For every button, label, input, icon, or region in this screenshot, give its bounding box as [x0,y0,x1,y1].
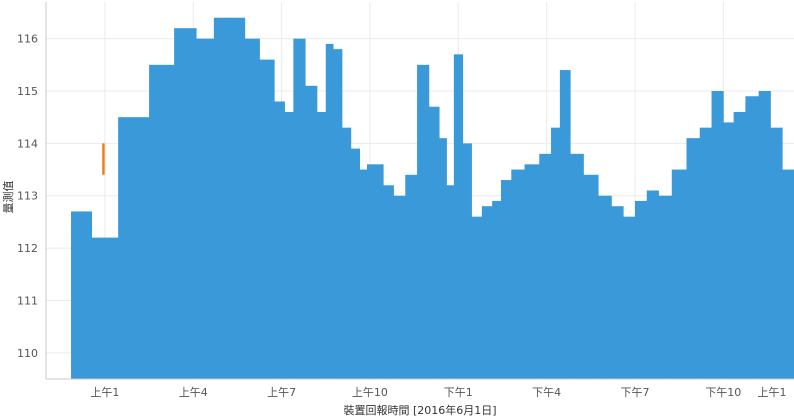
x-tick-label: 上午7 [267,386,296,399]
x-tick-label: 上午1 [758,386,787,399]
y-tick-label: 110 [17,347,38,360]
axis-layer: 110 111 112 113 114 115 116 上午1 上午4 上午7 上午10 下午1 下午4… [17,2,794,399]
y-tick-label: 111 [17,294,38,307]
data-bar [196,38,215,380]
data-bar [551,127,561,380]
x-tick-label: 下午4 [532,386,561,399]
data-bar [174,28,197,380]
data-bar [149,64,175,379]
data-bar [492,200,502,379]
data-bar [782,169,794,379]
data-bar [244,38,260,380]
data-bar [511,169,525,379]
data-bar [393,195,406,379]
data-bar [341,127,352,380]
data-bar [439,138,447,379]
y-tick-label: 114 [17,137,38,150]
x-tick-label: 下午1 [444,386,473,399]
x-tick-label: 上午4 [179,386,208,399]
data-bar [686,138,701,379]
data-bar [481,206,493,379]
data-bar [570,153,584,379]
data-bar [316,111,327,379]
bar-layer [71,17,794,380]
data-bar [611,206,624,379]
data-bar [723,122,735,380]
data-bar [598,195,612,379]
data-bar [462,143,472,379]
x-axis-title: 裝置回報時間 [2016年6月1日] [343,403,496,417]
data-bar [405,174,418,379]
data-bar [770,127,783,380]
data-bar [91,237,119,379]
data-bar [623,216,636,379]
data-bar [559,70,571,379]
data-bar [359,169,368,379]
x-tick-label: 上午10 [352,386,388,399]
data-bar [699,127,712,380]
data-bar [374,164,384,379]
data-bar [428,106,440,379]
y-tick-label: 112 [17,242,38,255]
data-bar [583,174,599,379]
data-bar [71,211,93,379]
data-bar [758,91,771,379]
data-bar [658,195,673,379]
data-bar [333,49,343,379]
data-bar [293,38,306,380]
data-bar [745,96,760,379]
data-bar [733,111,746,379]
data-bar [325,43,334,380]
data-bar [524,164,540,379]
highlight-mark [102,143,105,175]
y-tick-label: 115 [17,85,38,98]
data-bar [711,91,724,379]
data-bar [500,180,512,379]
data-bar [671,169,687,379]
data-bar [471,216,483,379]
data-bar [213,17,229,379]
data-bar [417,64,430,379]
data-bar [259,59,275,379]
data-bar [446,185,455,379]
x-tick-label: 下午10 [705,386,741,399]
data-bar [305,85,318,380]
y-tick-label: 116 [17,33,38,46]
data-bar [634,200,648,379]
x-tick-label: 下午7 [620,386,649,399]
data-bar [118,117,150,379]
data-bar [383,185,394,379]
data-bar [350,148,361,379]
data-bar [366,164,375,379]
data-bar [539,153,552,379]
data-bar [274,101,285,379]
data-bar [646,190,659,379]
y-axis-title: 量測值 [1,181,15,214]
data-bar [453,54,464,379]
data-bar [284,111,294,379]
x-tick-label: 上午1 [90,386,119,399]
y-tick-label: 113 [17,190,38,203]
data-bar [228,17,246,379]
